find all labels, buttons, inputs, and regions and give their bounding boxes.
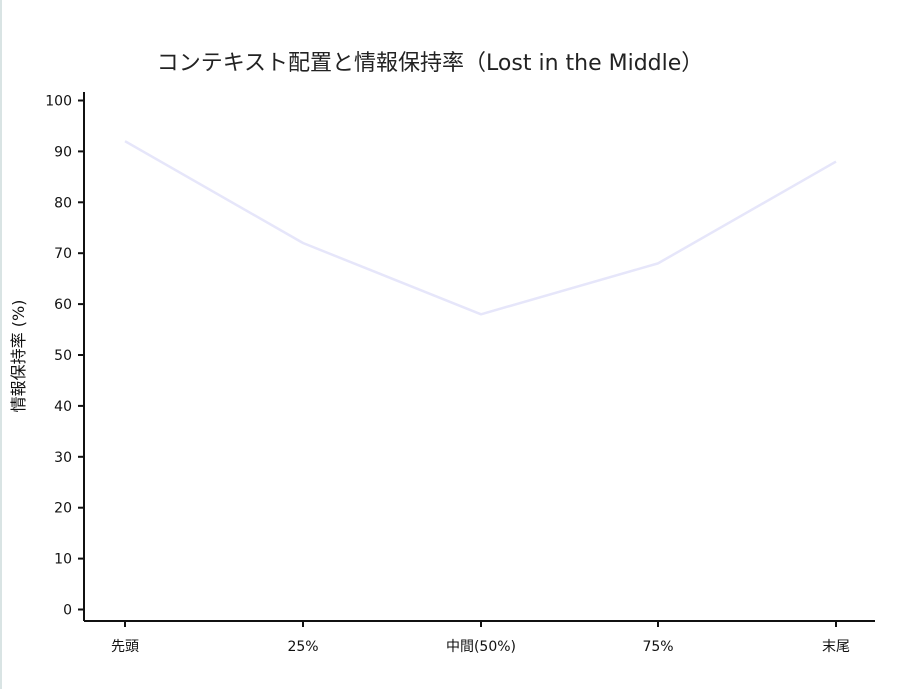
y-tick-label: 100 bbox=[45, 94, 72, 110]
y-tick-label: 80 bbox=[54, 195, 72, 211]
y-tick-label: 60 bbox=[54, 297, 72, 313]
window-left-edge bbox=[0, 0, 2, 689]
y-axis-label: 情報保持率 (%) bbox=[9, 300, 28, 413]
y-tick-label: 0 bbox=[63, 603, 72, 619]
y-tick-label: 40 bbox=[54, 399, 72, 415]
x-tick-label: 25% bbox=[287, 639, 318, 655]
y-tick-label: 30 bbox=[54, 450, 72, 466]
series-layer bbox=[124, 140, 837, 316]
chart-title: コンテキスト配置と情報保持率（Lost in the Middle） bbox=[157, 51, 704, 76]
y-axis-ticks: 0 10 20 30 40 50 60 70 80 90 100 bbox=[45, 94, 84, 619]
x-tick-label: 先頭 bbox=[111, 639, 139, 655]
y-tick-label: 10 bbox=[54, 552, 72, 568]
x-axis-ticks: 先頭 25% 中間(50%) 75% 末尾 bbox=[111, 621, 850, 655]
y-tick-label: 70 bbox=[54, 246, 72, 262]
x-tick-label: 中間(50%) bbox=[446, 639, 516, 655]
y-tick-label: 50 bbox=[54, 348, 72, 364]
x-tick-label: 末尾 bbox=[822, 639, 850, 655]
y-tick-label: 90 bbox=[54, 144, 72, 160]
y-tick-label: 20 bbox=[54, 501, 72, 517]
x-tick-label: 75% bbox=[642, 639, 673, 655]
series-line bbox=[124, 140, 837, 316]
